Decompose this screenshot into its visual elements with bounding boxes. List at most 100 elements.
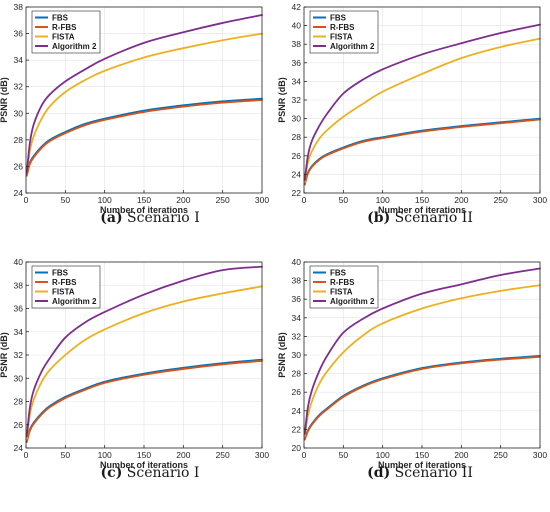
y-tick-label: 28 bbox=[14, 397, 24, 407]
series-line-fista bbox=[303, 284, 541, 437]
legend-label-algorithm-2: Algorithm 2 bbox=[52, 297, 97, 306]
y-tick-label: 38 bbox=[292, 39, 302, 49]
caption-text: Scenario I bbox=[123, 210, 200, 226]
legend-label-algorithm-2: Algorithm 2 bbox=[52, 42, 97, 51]
caption-text: Scenario II bbox=[390, 465, 473, 481]
y-tick-label: 22 bbox=[292, 424, 302, 434]
y-tick-label: 30 bbox=[292, 350, 302, 360]
y-tick-label: 32 bbox=[14, 82, 24, 92]
y-tick-label: 22 bbox=[292, 188, 302, 198]
x-tick-label: 250 bbox=[216, 195, 230, 205]
x-tick-label: 150 bbox=[415, 450, 429, 460]
y-axis-label: PSNR (dB) bbox=[0, 332, 9, 378]
y-tick-label: 28 bbox=[292, 132, 302, 142]
x-tick-label: 50 bbox=[61, 195, 71, 205]
panel-caption: (c) Scenario I bbox=[101, 465, 200, 481]
y-tick-label: 42 bbox=[292, 2, 302, 12]
legend-label-fbs: FBS bbox=[52, 269, 69, 278]
y-tick-label: 32 bbox=[14, 350, 24, 360]
y-tick-label: 34 bbox=[14, 327, 24, 337]
y-tick-label: 28 bbox=[14, 135, 24, 145]
y-tick-label: 26 bbox=[292, 387, 302, 397]
panel-caption: (a) Scenario I bbox=[100, 210, 199, 226]
legend-label-r-fbs: R-FBS bbox=[330, 23, 355, 32]
caption-letter: (b) bbox=[367, 210, 390, 226]
caption-text: Scenario II bbox=[390, 210, 473, 226]
panel-caption: (d) Scenario II bbox=[367, 465, 473, 481]
panel-caption: (b) Scenario II bbox=[367, 210, 473, 226]
y-tick-label: 40 bbox=[292, 257, 302, 267]
series-line-algorithm-2 bbox=[25, 265, 263, 438]
x-tick-label: 50 bbox=[339, 195, 349, 205]
x-tick-label: 50 bbox=[61, 450, 71, 460]
x-tick-label: 250 bbox=[216, 450, 230, 460]
x-tick-label: 250 bbox=[494, 195, 508, 205]
legend-label-r-fbs: R-FBS bbox=[52, 23, 77, 32]
y-tick-label: 26 bbox=[292, 151, 302, 161]
legend-label-fbs: FBS bbox=[330, 269, 347, 278]
x-tick-label: 300 bbox=[255, 450, 269, 460]
y-tick-label: 38 bbox=[292, 276, 302, 286]
legend-label-r-fbs: R-FBS bbox=[330, 278, 355, 287]
x-tick-label: 150 bbox=[415, 195, 429, 205]
legend-label-fista: FISTA bbox=[52, 33, 75, 42]
x-tick-label: 100 bbox=[376, 195, 390, 205]
y-tick-label: 36 bbox=[14, 304, 24, 314]
x-tick-label: 200 bbox=[176, 195, 190, 205]
chart-panel-c: 0 50 100 150 200 250 300 24 26 28 30 32 34 36 38 40 Numb… bbox=[0, 257, 269, 481]
x-tick-label: 200 bbox=[454, 195, 468, 205]
x-axis-label: Number of iterations bbox=[378, 460, 466, 470]
chart-panel-b: 0 50 100 150 200 250 300 22 24 26 28 30 32 34 36 38 40 42… bbox=[277, 2, 547, 226]
x-tick-label: 200 bbox=[176, 450, 190, 460]
series-line-fista bbox=[25, 32, 263, 174]
x-tick-label: 50 bbox=[339, 450, 349, 460]
legend-label-fbs: FBS bbox=[330, 14, 347, 23]
caption-text: Scenario I bbox=[122, 465, 199, 481]
x-tick-label: 300 bbox=[533, 450, 547, 460]
x-tick-label: 0 bbox=[24, 450, 29, 460]
x-axis-label: Number of iterations bbox=[100, 460, 188, 470]
legend-label-fista: FISTA bbox=[52, 288, 75, 297]
series-line-algorithm-2 bbox=[303, 23, 541, 181]
legend-label-algorithm-2: Algorithm 2 bbox=[330, 297, 375, 306]
x-tick-label: 150 bbox=[137, 450, 151, 460]
series-line-r-fbs bbox=[25, 359, 263, 444]
y-tick-label: 24 bbox=[14, 443, 24, 453]
x-axis-label: Number of iterations bbox=[100, 205, 188, 215]
x-tick-label: 100 bbox=[98, 195, 112, 205]
legend-label-fista: FISTA bbox=[330, 288, 353, 297]
y-tick-label: 28 bbox=[292, 369, 302, 379]
legend-label-fista: FISTA bbox=[330, 33, 353, 42]
y-tick-label: 34 bbox=[292, 76, 302, 86]
y-tick-label: 30 bbox=[292, 114, 302, 124]
caption-letter: (d) bbox=[367, 465, 390, 481]
x-tick-label: 250 bbox=[494, 450, 508, 460]
y-tick-label: 30 bbox=[14, 108, 24, 118]
y-axis-label: PSNR (dB) bbox=[0, 77, 9, 123]
legend-label-algorithm-2: Algorithm 2 bbox=[330, 42, 375, 51]
series-line-fista bbox=[303, 37, 541, 183]
y-tick-label: 38 bbox=[14, 2, 24, 12]
x-axis-label: Number of iterations bbox=[378, 205, 466, 215]
y-axis-label: PSNR (dB) bbox=[277, 332, 287, 378]
y-tick-label: 26 bbox=[14, 420, 24, 430]
series-line-r-fbs bbox=[303, 118, 541, 186]
y-tick-label: 34 bbox=[14, 55, 24, 65]
y-tick-label: 26 bbox=[14, 161, 24, 171]
y-tick-label: 36 bbox=[292, 58, 302, 68]
series-line-r-fbs bbox=[25, 99, 263, 177]
series-line-algorithm-2 bbox=[303, 267, 541, 435]
x-tick-label: 300 bbox=[533, 195, 547, 205]
x-tick-label: 200 bbox=[454, 450, 468, 460]
x-tick-label: 0 bbox=[302, 195, 307, 205]
y-tick-label: 40 bbox=[14, 257, 24, 267]
y-tick-label: 38 bbox=[14, 280, 24, 290]
caption-letter: (a) bbox=[100, 210, 122, 226]
x-tick-label: 300 bbox=[255, 195, 269, 205]
y-tick-label: 20 bbox=[292, 443, 302, 453]
y-tick-label: 24 bbox=[292, 169, 302, 179]
series-line-r-fbs bbox=[303, 355, 541, 441]
legend-label-r-fbs: R-FBS bbox=[52, 278, 77, 287]
y-tick-label: 30 bbox=[14, 373, 24, 383]
